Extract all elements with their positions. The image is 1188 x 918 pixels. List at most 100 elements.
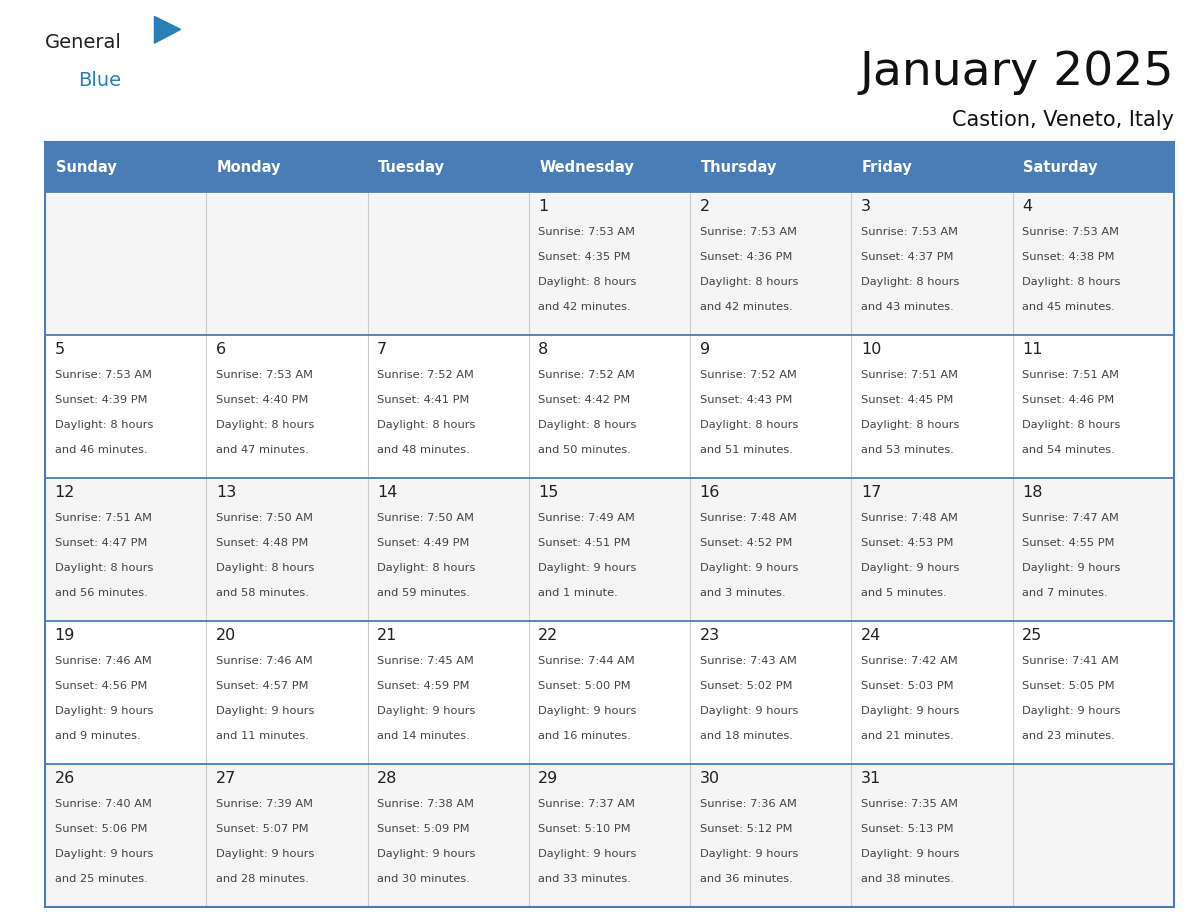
Text: Sunset: 4:59 PM: Sunset: 4:59 PM: [377, 681, 469, 691]
Text: Friday: Friday: [862, 160, 912, 174]
Text: Sunset: 4:49 PM: Sunset: 4:49 PM: [377, 538, 469, 548]
Text: Sunset: 5:07 PM: Sunset: 5:07 PM: [216, 823, 309, 834]
Text: Tuesday: Tuesday: [378, 160, 446, 174]
Bar: [45, 478, 1174, 621]
Text: Sunset: 4:51 PM: Sunset: 4:51 PM: [538, 538, 631, 548]
Text: 12: 12: [55, 486, 75, 500]
Text: Daylight: 8 hours: Daylight: 8 hours: [861, 277, 959, 286]
Text: 31: 31: [861, 771, 881, 787]
Text: Sunset: 5:03 PM: Sunset: 5:03 PM: [861, 681, 954, 691]
Text: and 59 minutes.: and 59 minutes.: [377, 588, 470, 598]
Text: Sunset: 4:36 PM: Sunset: 4:36 PM: [700, 252, 792, 262]
Bar: [45, 142, 1174, 192]
Text: Daylight: 8 hours: Daylight: 8 hours: [55, 563, 153, 573]
Text: 22: 22: [538, 628, 558, 644]
Text: Sunrise: 7:53 AM: Sunrise: 7:53 AM: [1022, 227, 1119, 237]
Text: Daylight: 9 hours: Daylight: 9 hours: [377, 706, 475, 716]
Text: and 14 minutes.: and 14 minutes.: [377, 731, 470, 741]
Text: Daylight: 8 hours: Daylight: 8 hours: [700, 277, 798, 286]
Text: Sunset: 5:05 PM: Sunset: 5:05 PM: [1022, 681, 1114, 691]
Text: Sunset: 5:06 PM: Sunset: 5:06 PM: [55, 823, 147, 834]
Text: and 23 minutes.: and 23 minutes.: [1022, 731, 1114, 741]
Text: Sunrise: 7:52 AM: Sunrise: 7:52 AM: [700, 370, 796, 380]
Text: Sunset: 5:12 PM: Sunset: 5:12 PM: [700, 823, 792, 834]
Text: Daylight: 9 hours: Daylight: 9 hours: [216, 849, 315, 859]
Text: 27: 27: [216, 771, 236, 787]
Text: and 46 minutes.: and 46 minutes.: [55, 445, 147, 454]
Text: and 3 minutes.: and 3 minutes.: [700, 588, 785, 598]
Text: Daylight: 8 hours: Daylight: 8 hours: [377, 563, 475, 573]
Text: Sunset: 4:48 PM: Sunset: 4:48 PM: [216, 538, 308, 548]
Text: Sunset: 4:55 PM: Sunset: 4:55 PM: [1022, 538, 1114, 548]
Text: Sunset: 4:43 PM: Sunset: 4:43 PM: [700, 395, 792, 405]
Text: Sunset: 4:35 PM: Sunset: 4:35 PM: [538, 252, 631, 262]
Text: and 43 minutes.: and 43 minutes.: [861, 302, 954, 312]
Text: 14: 14: [377, 486, 398, 500]
Text: Sunset: 4:40 PM: Sunset: 4:40 PM: [216, 395, 308, 405]
Text: Daylight: 9 hours: Daylight: 9 hours: [861, 563, 959, 573]
Text: and 48 minutes.: and 48 minutes.: [377, 445, 470, 454]
Text: 1: 1: [538, 199, 549, 214]
Text: Sunset: 4:37 PM: Sunset: 4:37 PM: [861, 252, 953, 262]
Text: Sunrise: 7:53 AM: Sunrise: 7:53 AM: [216, 370, 312, 380]
Text: 5: 5: [55, 342, 65, 357]
Text: Daylight: 9 hours: Daylight: 9 hours: [377, 849, 475, 859]
Text: Sunset: 4:57 PM: Sunset: 4:57 PM: [216, 681, 309, 691]
Text: Daylight: 9 hours: Daylight: 9 hours: [55, 849, 153, 859]
Text: 3: 3: [861, 199, 871, 214]
Text: Sunrise: 7:52 AM: Sunrise: 7:52 AM: [377, 370, 474, 380]
Text: Sunset: 4:38 PM: Sunset: 4:38 PM: [1022, 252, 1114, 262]
Text: Sunrise: 7:46 AM: Sunrise: 7:46 AM: [216, 655, 312, 666]
Text: Blue: Blue: [78, 71, 121, 90]
Text: Sunrise: 7:41 AM: Sunrise: 7:41 AM: [1022, 655, 1119, 666]
Text: and 42 minutes.: and 42 minutes.: [700, 302, 792, 312]
Text: and 58 minutes.: and 58 minutes.: [216, 588, 309, 598]
Text: Sunset: 4:47 PM: Sunset: 4:47 PM: [55, 538, 147, 548]
Text: Sunset: 5:02 PM: Sunset: 5:02 PM: [700, 681, 792, 691]
Text: Daylight: 9 hours: Daylight: 9 hours: [861, 849, 959, 859]
Text: 4: 4: [1022, 199, 1032, 214]
Text: 24: 24: [861, 628, 881, 644]
Text: 16: 16: [700, 486, 720, 500]
Text: and 9 minutes.: and 9 minutes.: [55, 731, 140, 741]
Text: and 56 minutes.: and 56 minutes.: [55, 588, 147, 598]
Text: Sunrise: 7:53 AM: Sunrise: 7:53 AM: [538, 227, 636, 237]
Text: and 21 minutes.: and 21 minutes.: [861, 731, 954, 741]
Text: Sunrise: 7:51 AM: Sunrise: 7:51 AM: [55, 513, 152, 522]
Text: 28: 28: [377, 771, 398, 787]
Text: and 42 minutes.: and 42 minutes.: [538, 302, 631, 312]
Text: 29: 29: [538, 771, 558, 787]
Text: and 28 minutes.: and 28 minutes.: [216, 874, 309, 884]
Text: 21: 21: [377, 628, 398, 644]
Text: Sunrise: 7:44 AM: Sunrise: 7:44 AM: [538, 655, 636, 666]
Text: 19: 19: [55, 628, 75, 644]
Text: Castion, Veneto, Italy: Castion, Veneto, Italy: [952, 110, 1174, 130]
Text: Daylight: 9 hours: Daylight: 9 hours: [1022, 706, 1120, 716]
Text: 15: 15: [538, 486, 558, 500]
Text: 23: 23: [700, 628, 720, 644]
Text: Sunrise: 7:37 AM: Sunrise: 7:37 AM: [538, 799, 636, 809]
Text: 13: 13: [216, 486, 236, 500]
Text: Daylight: 9 hours: Daylight: 9 hours: [216, 706, 315, 716]
Text: Sunrise: 7:36 AM: Sunrise: 7:36 AM: [700, 799, 796, 809]
Text: Sunset: 5:10 PM: Sunset: 5:10 PM: [538, 823, 631, 834]
Text: 10: 10: [861, 342, 881, 357]
Text: Sunrise: 7:49 AM: Sunrise: 7:49 AM: [538, 513, 636, 522]
Bar: [45, 764, 1174, 907]
Text: Saturday: Saturday: [1023, 160, 1098, 174]
Text: and 11 minutes.: and 11 minutes.: [216, 731, 309, 741]
Text: Sunset: 4:46 PM: Sunset: 4:46 PM: [1022, 395, 1114, 405]
Text: Sunset: 4:53 PM: Sunset: 4:53 PM: [861, 538, 953, 548]
Text: Sunset: 4:42 PM: Sunset: 4:42 PM: [538, 395, 631, 405]
Text: 9: 9: [700, 342, 709, 357]
Text: and 50 minutes.: and 50 minutes.: [538, 445, 631, 454]
Text: Daylight: 8 hours: Daylight: 8 hours: [377, 420, 475, 430]
Text: 18: 18: [1022, 486, 1043, 500]
Text: January 2025: January 2025: [859, 50, 1174, 95]
Text: Sunset: 4:41 PM: Sunset: 4:41 PM: [377, 395, 469, 405]
Bar: [45, 335, 1174, 478]
Text: Sunset: 4:56 PM: Sunset: 4:56 PM: [55, 681, 147, 691]
Text: Daylight: 9 hours: Daylight: 9 hours: [700, 706, 798, 716]
Text: Daylight: 8 hours: Daylight: 8 hours: [55, 420, 153, 430]
Text: Daylight: 8 hours: Daylight: 8 hours: [700, 420, 798, 430]
